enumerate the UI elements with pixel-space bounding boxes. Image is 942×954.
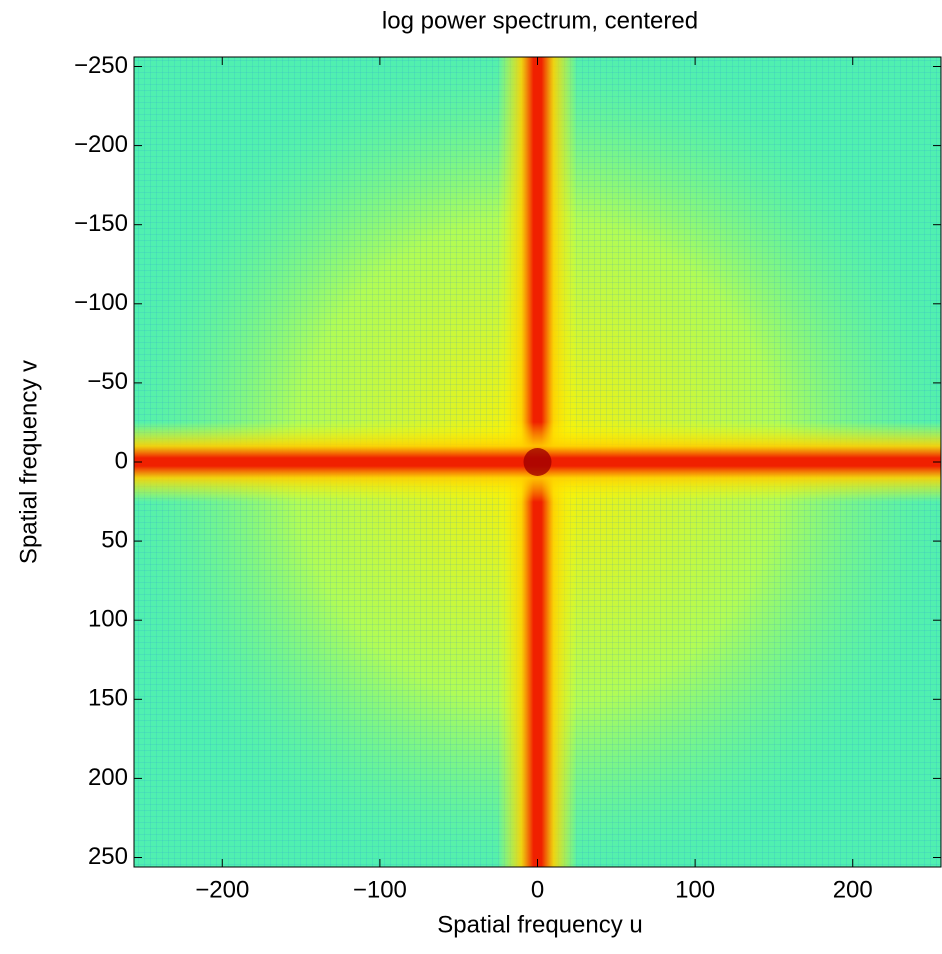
y-tick-label: 200 — [88, 764, 128, 791]
x-tick-label: 200 — [833, 876, 873, 903]
chart-title: log power spectrum, centered — [382, 7, 698, 34]
heatmap-center — [523, 448, 552, 476]
x-tick-label: 0 — [531, 876, 544, 903]
y-tick-label: −50 — [87, 368, 128, 395]
y-tick-label: 250 — [88, 843, 128, 870]
heatmap-image — [134, 57, 941, 867]
x-tick-label: −200 — [195, 876, 249, 903]
x-axis-label: Spatial frequency u — [437, 911, 642, 938]
y-tick-label: 150 — [88, 685, 128, 712]
x-tick-label: 100 — [675, 876, 715, 903]
y-tick-label: −100 — [74, 289, 128, 316]
x-tick-label: −100 — [353, 876, 407, 903]
y-tick-label: 0 — [115, 447, 128, 474]
y-axis-label: Spatial frequency v — [15, 360, 42, 564]
y-tick-label: −200 — [74, 131, 128, 158]
y-tick-label: 50 — [101, 526, 128, 553]
y-tick-label: −150 — [74, 210, 128, 237]
y-tick-label: 100 — [88, 606, 128, 633]
y-tick-label: −250 — [74, 52, 128, 79]
